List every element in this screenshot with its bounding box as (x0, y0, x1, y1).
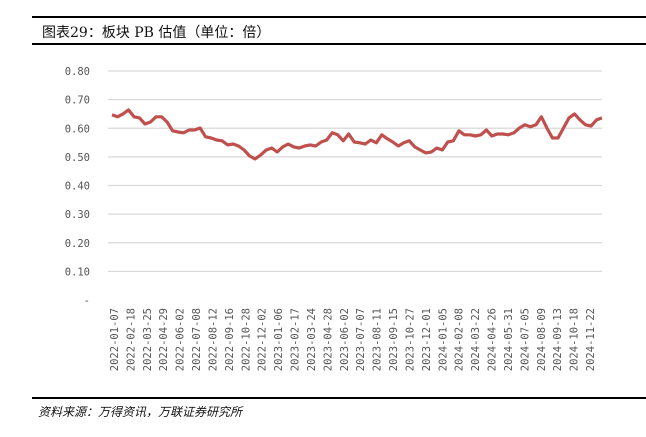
x-tick-label: 2022-12-02 (257, 308, 269, 371)
x-tick-label: 2024-01-05 (437, 308, 449, 371)
x-tick-label: 2024-07-05 (519, 308, 531, 371)
x-tick-label: 2023-04-28 (322, 308, 334, 371)
title-top-rule (32, 16, 646, 18)
x-tick-label: 2024-09-13 (552, 308, 564, 371)
y-tick-label: - (84, 295, 90, 307)
y-tick-label: 0.80 (65, 66, 90, 78)
x-tick-label: 2024-04-26 (487, 308, 499, 371)
y-tick-label: 0.10 (65, 266, 90, 278)
x-tick-label: 2022-09-16 (224, 308, 236, 371)
x-tick-label: 2024-02-08 (454, 308, 466, 371)
x-tick-label: 2024-11-22 (585, 308, 597, 371)
x-tick-label: 2022-04-29 (158, 308, 170, 371)
x-tick-label: 2022-02-18 (125, 308, 137, 371)
x-tick-label: 2023-09-15 (388, 308, 400, 371)
y-tick-label: 0.50 (65, 152, 90, 164)
x-tick-label: 2024-05-31 (503, 308, 515, 371)
source-note: 资料来源：万得资讯，万联证券研究所 (38, 405, 243, 419)
y-tick-label: 0.40 (65, 181, 90, 193)
series-line-pb (111, 108, 603, 161)
x-tick-label: 2022-06-02 (175, 308, 187, 371)
x-tick-label: 2024-03-22 (470, 308, 482, 371)
y-tick-label: 0.60 (65, 123, 90, 135)
x-tick-label: 2023-08-11 (372, 308, 384, 371)
x-tick-label: 2023-10-27 (404, 308, 416, 371)
x-tick-label: 2022-01-07 (109, 308, 121, 371)
x-tick-label: 2023-01-06 (273, 308, 285, 371)
y-tick-label: 0.20 (65, 238, 90, 250)
x-tick-label: 2024-08-09 (536, 308, 548, 371)
x-tick-label: 2023-12-01 (421, 308, 433, 371)
x-tick-label: 2022-08-12 (207, 308, 219, 371)
x-tick-label: 2022-10-28 (240, 308, 252, 371)
x-tick-label: 2023-03-24 (306, 308, 318, 371)
x-tick-label: 2024-10-18 (569, 308, 581, 371)
title-bottom-rule (32, 43, 646, 45)
x-tick-label: 2023-07-07 (355, 308, 367, 371)
x-tick-label: 2022-03-25 (142, 308, 154, 371)
y-tick-label: 0.30 (65, 209, 90, 221)
y-tick-label: 0.70 (65, 95, 90, 107)
x-tick-label: 2023-06-02 (339, 308, 351, 371)
x-tick-label: 2022-07-08 (191, 308, 203, 371)
x-tick-label: 2023-02-17 (290, 308, 302, 371)
footer-rule (32, 397, 646, 399)
chart-title: 图表29：板块 PB 估值（单位：倍） (42, 25, 271, 41)
